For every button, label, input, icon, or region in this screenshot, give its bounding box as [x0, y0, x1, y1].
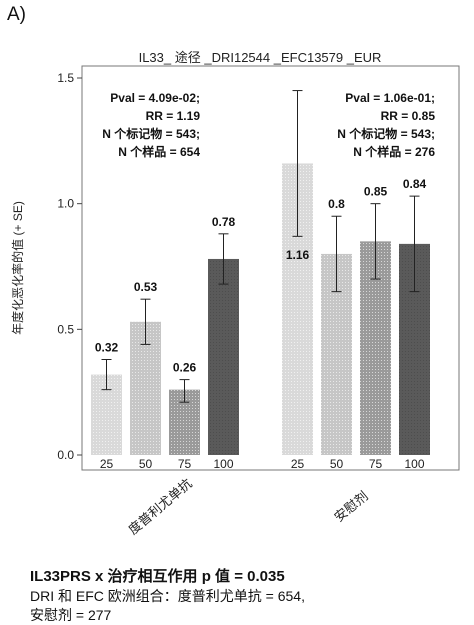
sample-size-note: DRI 和 EFC 欧洲组合：度普利尤单抗 = 654,	[30, 588, 305, 604]
bar	[208, 258, 239, 455]
bar-value-label: 0.53	[134, 280, 158, 294]
stats-line: N 个样品 = 654	[118, 144, 200, 159]
bar-value-label: 0.85	[364, 185, 388, 199]
x-tick-label: 50	[330, 457, 344, 471]
placebo-size-note: 安慰剂 = 277	[30, 607, 112, 623]
y-tick-label: 0.0	[57, 448, 74, 462]
stats-line: N 个样品 = 276	[353, 144, 435, 159]
stats-line: Pval = 1.06e-01;	[345, 91, 435, 105]
bar-value-label: 0.84	[403, 177, 427, 191]
stats-line: N 个标记物 = 543;	[102, 126, 200, 141]
y-tick-label: 1.0	[57, 197, 74, 211]
stats-line: RR = 0.85	[381, 109, 436, 123]
x-tick-label: 100	[213, 457, 233, 471]
stats-line: RR = 1.19	[146, 109, 201, 123]
y-axis-label: 年度化恶化率的值 (+ SE)	[10, 201, 25, 335]
x-tick-label: 75	[178, 457, 192, 471]
plot-frame	[81, 65, 460, 471]
stats-line: N 个标记物 = 543;	[337, 126, 435, 141]
group-label: 度普利尤单抗	[125, 476, 194, 538]
x-tick-label: 75	[369, 457, 383, 471]
bar-value-label: 0.32	[95, 340, 119, 354]
y-tick-label: 1.5	[57, 71, 74, 85]
interaction-pvalue-note: IL33PRS x 治疗相互作用 p 值 = 0.035	[30, 568, 285, 585]
x-tick-label: 50	[139, 457, 153, 471]
y-tick-label: 0.5	[57, 322, 74, 336]
stats-line: Pval = 4.09e-02;	[110, 91, 200, 105]
bar-value-label: 0.8	[328, 197, 345, 211]
panel-label: A)	[7, 4, 26, 25]
x-tick-label: 100	[404, 457, 424, 471]
x-tick-label: 25	[291, 457, 305, 471]
group-label: 安慰剂	[331, 488, 371, 525]
bar-value-label: 0.26	[173, 361, 197, 375]
bar-value-label: 1.16	[286, 248, 310, 262]
x-tick-label: 25	[100, 457, 114, 471]
bar-value-label: 0.78	[212, 215, 236, 229]
chart-title: IL33_ 途径 _DRI12544 _EFC13579 _EUR	[138, 50, 382, 65]
bar-chart: 0.0 0.5 1.0 1.5 年度化恶化率的值 (+ SE) 0.32 25 0.53 50 0…	[10, 65, 460, 538]
